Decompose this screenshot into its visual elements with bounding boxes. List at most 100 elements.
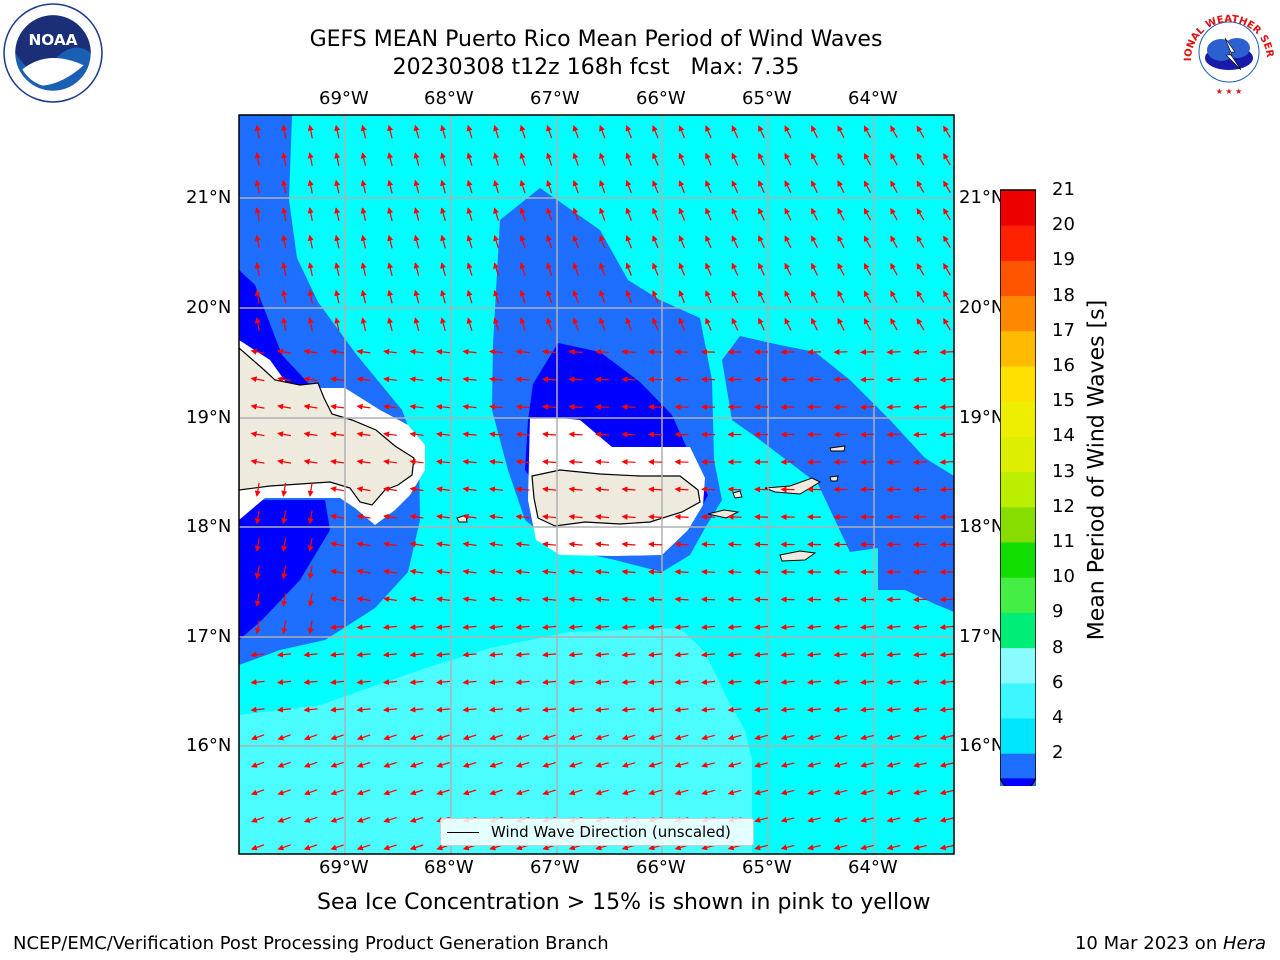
wave-direction-arrow [356,651,371,658]
wave-direction-arrow [652,152,659,166]
wave-direction-arrow [674,789,689,796]
wave-direction-arrow [462,541,477,548]
gridlines [239,115,954,854]
wave-direction-arrow [648,596,663,603]
wave-direction-arrow [652,180,659,194]
wave-direction-arrow [409,844,424,851]
wave-direction-arrow [383,541,397,548]
wave-direction-arrow [807,651,822,658]
land-vieques [707,509,740,519]
colorbar-segment [1000,542,1036,578]
wave-direction-arrow [886,459,901,466]
wave-direction-arrow [277,844,291,851]
wave-direction-arrow [489,348,504,355]
wave-direction-arrow [943,290,951,303]
wave-direction-arrow [334,289,341,304]
lon-tick-bottom: 69°W [319,857,369,878]
wave-direction-arrow [356,403,371,410]
wave-direction-arrow [462,761,477,768]
wave-direction-arrow [307,565,314,580]
wave-direction-arrow [466,262,473,276]
wave-direction-arrow [281,124,288,139]
land-mona-2 [829,475,839,482]
wave-direction-arrow [436,458,451,465]
wave-direction-arrow [413,179,420,194]
wave-direction-arrow [493,124,499,139]
wave-direction-arrow [807,679,822,686]
wave-direction-arrow [568,762,583,768]
wave-direction-arrow [833,789,848,796]
wave-direction-arrow [780,789,795,796]
wave-direction-arrow [254,289,261,304]
wave-direction-arrow [701,679,716,686]
wave-direction-arrow [383,734,397,741]
wave-direction-arrow [833,651,848,658]
wave-direction-arrow [652,235,659,249]
colorbar-segment [1000,682,1036,719]
wave-direction-arrow [250,431,265,438]
wave-direction-arrow [515,762,530,768]
colorbar-segment [1000,225,1036,261]
wave-direction-arrow [489,624,504,631]
wave-direction-arrow [542,762,556,768]
wave-direction-arrow [758,125,765,139]
wave-direction-arrow [625,152,632,166]
wave-direction-arrow [595,403,610,410]
wave-direction-arrow [758,180,765,194]
wave-direction-arrow [860,376,875,383]
colorbar-segment [1000,295,1036,332]
wave-direction-arrow [939,789,954,796]
wave-direction-arrow [330,458,344,465]
wave-direction-arrow [277,679,292,686]
wave-direction-arrow [913,761,927,768]
wave-direction-arrow [413,124,420,139]
lon-tick-bottom: 68°W [424,857,474,878]
wave-direction-arrow [621,789,636,796]
wave-direction-arrow [595,348,610,355]
wave-direction-arrow [440,289,446,304]
wave-direction-arrow [705,235,712,249]
wave-direction-arrow [701,486,716,493]
wave-direction-arrow [515,624,530,631]
wave-direction-arrow [387,152,394,166]
wave-direction-arrow [568,706,583,713]
wave-direction-arrow [886,376,901,383]
wave-direction-arrow [489,789,503,796]
wave-direction-arrow [913,679,928,686]
wave-direction-arrow [519,317,526,331]
wave-direction-arrow [360,152,367,166]
wave-direction-arrow [731,317,739,331]
lon-tick-top: 65°W [742,88,792,109]
colorbar-segment [1000,471,1036,508]
wave-direction-arrow [519,207,526,221]
wave-direction-arrow [860,431,875,438]
wave-direction-arrow [833,844,848,851]
wave-direction-arrow [383,624,398,631]
wave-direction-arrow [383,568,397,575]
wave-direction-arrow [863,207,872,221]
wave-direction-arrow [833,816,848,823]
wave-direction-arrow [705,125,712,139]
wave-direction-arrow [943,180,951,193]
wave-direction-arrow [705,317,712,331]
wave-direction-arrow [440,207,446,221]
wave-direction-arrow [913,404,928,411]
wave-direction-arrow [758,152,765,166]
wave-direction-arrow [254,565,261,580]
wave-direction-arrow [939,404,954,411]
wave-direction-arrow [281,152,288,167]
wave-direction-arrow [913,431,928,438]
wave-direction-arrow [356,789,371,796]
footer-credit: NCEP/EMC/Verification Post Processing Pr… [13,933,609,954]
wave-direction-arrow [250,348,265,355]
wave-direction-arrow [409,706,424,713]
colorbar-tick-label: 8 [1052,636,1064,658]
wave-direction-arrow [674,486,689,493]
wave-direction-arrow [307,592,314,607]
wave-direction-arrow [462,624,477,631]
wave-direction-arrow [701,541,716,548]
wave-direction-arrow [621,734,636,741]
wave-direction-arrow [383,348,397,355]
wave-direction-arrow [277,651,292,658]
nws-logo: NATIONAL WEATHER SERVICE ★ ★ ★ [1178,2,1275,96]
